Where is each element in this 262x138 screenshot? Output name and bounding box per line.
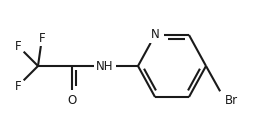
Text: F: F — [15, 39, 21, 52]
Text: NH: NH — [96, 59, 114, 72]
Text: O: O — [67, 94, 77, 107]
Text: F: F — [15, 79, 21, 92]
Text: F: F — [39, 31, 45, 44]
Text: Br: Br — [225, 94, 238, 107]
Text: N: N — [151, 29, 159, 42]
